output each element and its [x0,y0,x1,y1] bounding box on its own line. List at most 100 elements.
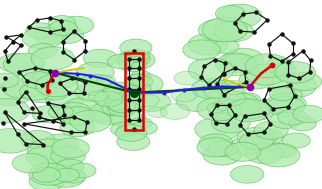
Ellipse shape [148,107,167,118]
Ellipse shape [52,138,89,158]
Ellipse shape [131,118,152,129]
Ellipse shape [0,53,34,73]
Ellipse shape [103,82,137,100]
Ellipse shape [46,90,83,110]
Ellipse shape [108,101,126,110]
Ellipse shape [272,87,302,103]
Ellipse shape [32,167,61,182]
Ellipse shape [245,54,290,77]
Ellipse shape [224,93,259,112]
Ellipse shape [0,129,33,153]
Ellipse shape [231,165,264,183]
Ellipse shape [22,72,54,89]
Bar [125,53,143,130]
Ellipse shape [209,82,229,93]
Ellipse shape [42,134,79,154]
Ellipse shape [120,51,146,65]
Ellipse shape [22,27,63,49]
Ellipse shape [208,105,238,121]
Ellipse shape [240,132,274,150]
Ellipse shape [76,62,114,82]
Ellipse shape [275,62,316,83]
Ellipse shape [51,147,85,165]
Ellipse shape [220,54,254,73]
Ellipse shape [202,18,248,42]
Ellipse shape [108,54,134,68]
Ellipse shape [199,134,233,152]
Ellipse shape [26,23,56,39]
Ellipse shape [174,71,200,85]
Ellipse shape [119,50,143,63]
Ellipse shape [120,39,152,56]
Ellipse shape [0,98,30,123]
Ellipse shape [128,82,151,94]
Ellipse shape [287,72,321,91]
Ellipse shape [215,53,257,75]
Ellipse shape [115,91,146,107]
Ellipse shape [233,93,261,107]
Ellipse shape [254,121,288,139]
Ellipse shape [239,70,274,89]
Ellipse shape [171,88,197,102]
Ellipse shape [267,96,304,116]
Ellipse shape [269,143,297,158]
Ellipse shape [64,98,100,117]
Ellipse shape [60,118,95,137]
Ellipse shape [133,92,170,111]
Ellipse shape [26,87,56,103]
Ellipse shape [26,146,66,167]
Ellipse shape [160,104,190,119]
Ellipse shape [251,129,283,146]
Ellipse shape [32,105,64,123]
Ellipse shape [217,4,261,28]
Ellipse shape [88,108,114,122]
Ellipse shape [130,71,151,82]
Ellipse shape [89,91,108,101]
Ellipse shape [94,88,131,108]
Ellipse shape [54,168,80,182]
Ellipse shape [111,122,137,136]
Ellipse shape [199,19,240,41]
Ellipse shape [209,141,238,156]
Ellipse shape [94,91,123,107]
Ellipse shape [31,47,75,70]
Ellipse shape [117,124,140,136]
Ellipse shape [61,107,96,126]
Ellipse shape [272,74,317,98]
Ellipse shape [128,50,149,61]
Ellipse shape [223,48,264,70]
Ellipse shape [110,110,143,127]
Ellipse shape [207,103,226,113]
Ellipse shape [76,83,110,101]
Ellipse shape [30,71,61,87]
Ellipse shape [220,80,247,95]
Ellipse shape [56,102,92,122]
Ellipse shape [246,64,286,85]
Ellipse shape [132,121,157,135]
Ellipse shape [109,99,136,113]
Ellipse shape [116,83,144,98]
Ellipse shape [105,92,143,113]
Ellipse shape [237,127,277,149]
Ellipse shape [246,143,284,164]
Ellipse shape [61,170,86,183]
Ellipse shape [214,21,253,42]
Ellipse shape [197,97,241,121]
Ellipse shape [229,137,264,156]
Ellipse shape [117,50,155,70]
Ellipse shape [27,139,71,162]
Ellipse shape [49,20,78,36]
Ellipse shape [97,75,115,85]
Ellipse shape [267,58,294,72]
Ellipse shape [135,94,159,107]
Ellipse shape [176,90,216,111]
Ellipse shape [127,74,149,86]
Ellipse shape [20,130,55,149]
Ellipse shape [183,40,220,60]
Ellipse shape [33,70,61,85]
Ellipse shape [257,144,300,167]
Ellipse shape [48,105,73,119]
Ellipse shape [48,15,76,30]
Ellipse shape [46,167,85,187]
Ellipse shape [29,163,70,185]
